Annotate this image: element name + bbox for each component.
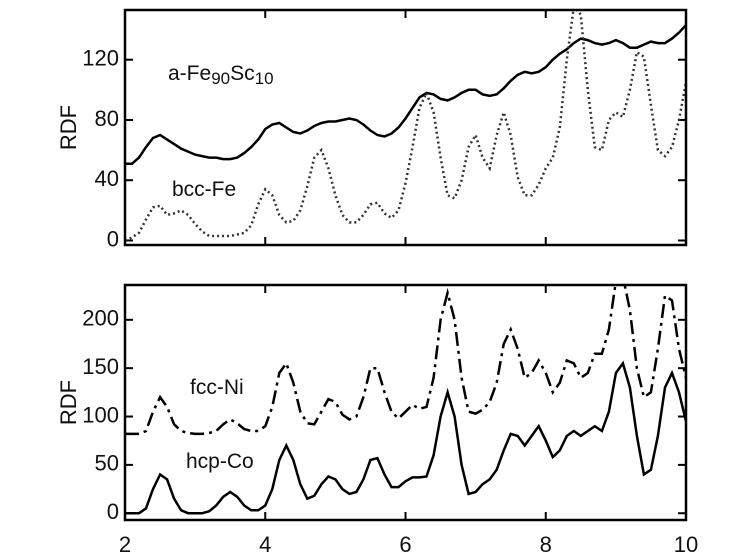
- plot-frame: [123, 283, 688, 522]
- series-label: hcp-Co: [186, 450, 254, 473]
- series-line: [125, 24, 686, 165]
- y-tick-label: 100: [82, 402, 119, 427]
- y-tick-label: 40: [95, 166, 119, 191]
- series-label-part: Sc: [230, 62, 255, 85]
- series-line: [125, 360, 686, 515]
- series-label-part: fcc-Ni: [190, 376, 244, 399]
- x-tick-label: 8: [540, 532, 552, 557]
- series-label: a-Fe90Sc10: [168, 62, 274, 89]
- x-tick-label: 10: [674, 532, 698, 557]
- y-axis-label: RDF: [56, 380, 81, 425]
- y-tick-label: 120: [82, 46, 119, 71]
- series-label-part: 90: [211, 69, 230, 88]
- series-label-part: 10: [255, 69, 274, 88]
- series-label-part: hcp-Co: [186, 450, 254, 473]
- series-label-part: a-Fe: [168, 62, 211, 85]
- y-tick-label: 0: [107, 499, 119, 524]
- series-line: [125, 285, 686, 436]
- y-tick-label: 80: [95, 106, 119, 131]
- y-tick-label: 200: [82, 306, 119, 331]
- y-tick-label: 50: [95, 451, 119, 476]
- series-label: bcc-Fe: [172, 178, 236, 201]
- x-tick-label: 2: [119, 532, 131, 557]
- y-tick-label: 0: [107, 226, 119, 251]
- y-axis-label: RDF: [56, 105, 81, 150]
- series-label-part: bcc-Fe: [172, 178, 236, 201]
- x-tick-label: 6: [399, 532, 411, 557]
- y-tick-label: 150: [82, 354, 119, 379]
- series-line: [125, 10, 686, 242]
- series-label: fcc-Ni: [190, 376, 244, 399]
- plot-frame: [123, 8, 688, 247]
- x-tick-label: 4: [259, 532, 271, 557]
